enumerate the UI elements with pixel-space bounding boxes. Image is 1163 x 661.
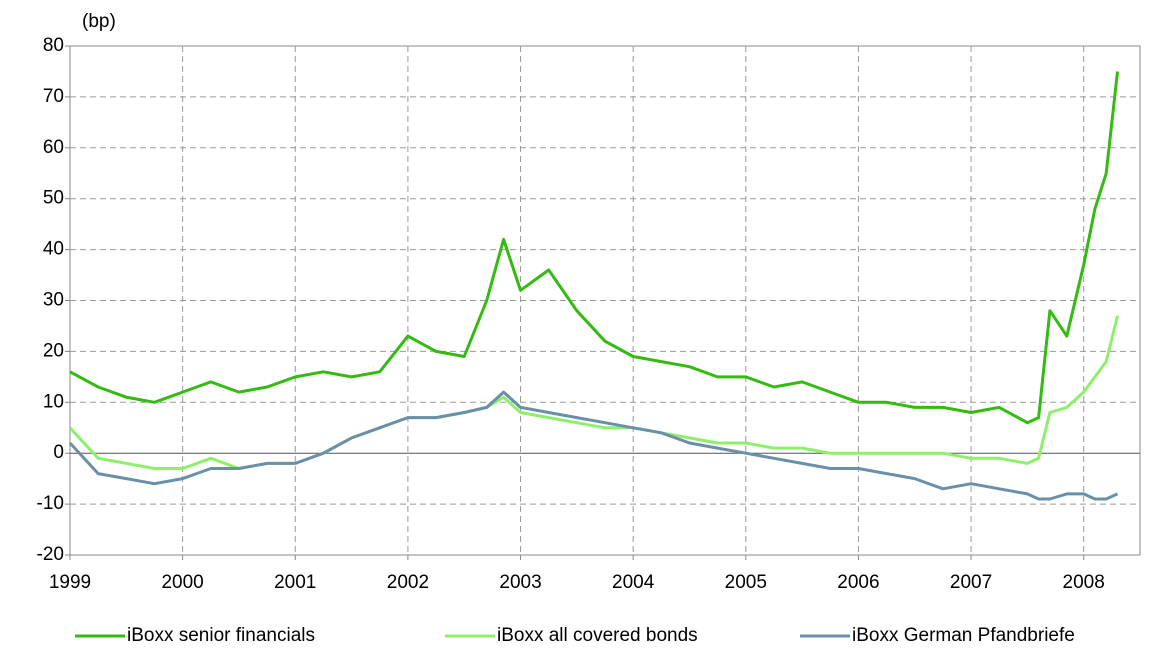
legend-label: iBoxx German Pfandbriefe bbox=[852, 625, 1075, 646]
x-tick-label: 2008 bbox=[1063, 572, 1105, 593]
y-tick-label: -20 bbox=[37, 544, 64, 565]
x-tick-label: 2006 bbox=[837, 572, 879, 593]
x-tick-label: 2003 bbox=[499, 572, 541, 593]
x-tick-label: 2005 bbox=[725, 572, 767, 593]
y-tick-label: 20 bbox=[43, 340, 64, 361]
y-axis-label: (bp) bbox=[82, 11, 116, 32]
x-tick-label: 2007 bbox=[950, 572, 992, 593]
y-tick-label: 50 bbox=[43, 188, 64, 209]
x-tick-label: 2002 bbox=[387, 572, 429, 593]
legend-label: iBoxx all covered bonds bbox=[497, 625, 698, 646]
y-tick-label: 0 bbox=[53, 442, 64, 463]
x-tick-label: 2000 bbox=[161, 572, 203, 593]
series-line bbox=[68, 390, 1119, 501]
y-tick-label: -10 bbox=[37, 493, 64, 514]
x-tick-label: 2004 bbox=[612, 572, 655, 593]
series-line bbox=[69, 71, 1119, 425]
y-tick-label: 30 bbox=[43, 290, 64, 311]
y-tick-label: 40 bbox=[43, 239, 64, 260]
y-tick-label: 80 bbox=[43, 35, 64, 56]
y-tick-label: 10 bbox=[43, 391, 64, 412]
legend-label: iBoxx senior financials bbox=[127, 625, 315, 646]
y-tick-label: 70 bbox=[43, 86, 64, 107]
x-tick-label: 1999 bbox=[49, 572, 91, 593]
series-line bbox=[68, 315, 1119, 470]
x-tick-label: 2001 bbox=[274, 572, 316, 593]
y-tick-label: 60 bbox=[43, 137, 64, 158]
